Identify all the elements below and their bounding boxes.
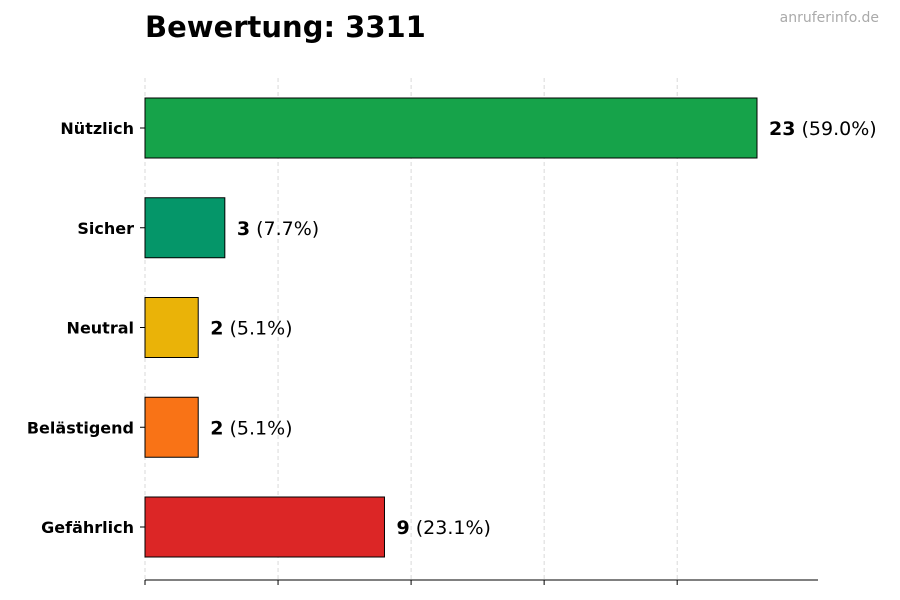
value-label: 3 (7.7%)	[237, 218, 319, 240]
value-count: 2	[210, 318, 223, 340]
category-label: Gefährlich	[41, 518, 134, 537]
value-percent: (23.1%)	[410, 517, 491, 539]
bar	[144, 97, 758, 159]
bar	[144, 297, 199, 358]
category-label: Sicher	[77, 219, 134, 238]
value-label: 9 (23.1%)	[396, 517, 490, 539]
value-percent: (5.1%)	[223, 318, 292, 340]
bar	[144, 496, 385, 558]
value-percent: (7.7%)	[250, 218, 319, 240]
bar	[144, 396, 199, 458]
x-axis	[140, 127, 818, 585]
category-labels: Nützlich Sicher Neutral Belästigend Gefährli…	[27, 119, 134, 537]
value-label: 2 (5.1%)	[210, 417, 292, 439]
value-percent: (5.1%)	[223, 417, 292, 439]
category-label: Belästigend	[27, 418, 134, 437]
value-label: 23 (59.0%)	[769, 118, 877, 140]
value-count: 9	[396, 517, 409, 539]
chart-title: Bewertung: 3311	[145, 10, 426, 44]
value-percent: (59.0%)	[795, 118, 876, 140]
value-count: 2	[210, 417, 223, 439]
value-count: 23	[769, 118, 795, 140]
bars	[144, 97, 758, 558]
category-label: Neutral	[67, 319, 134, 338]
category-label: Nützlich	[60, 119, 134, 138]
value-label: 2 (5.1%)	[210, 318, 292, 340]
bar	[144, 197, 226, 259]
watermark: anruferinfo.de	[779, 10, 879, 26]
value-labels: 23 (59.0%)3 (7.7%)2 (5.1%)2 (5.1%)9 (23.…	[210, 118, 876, 539]
value-count: 3	[237, 218, 250, 240]
